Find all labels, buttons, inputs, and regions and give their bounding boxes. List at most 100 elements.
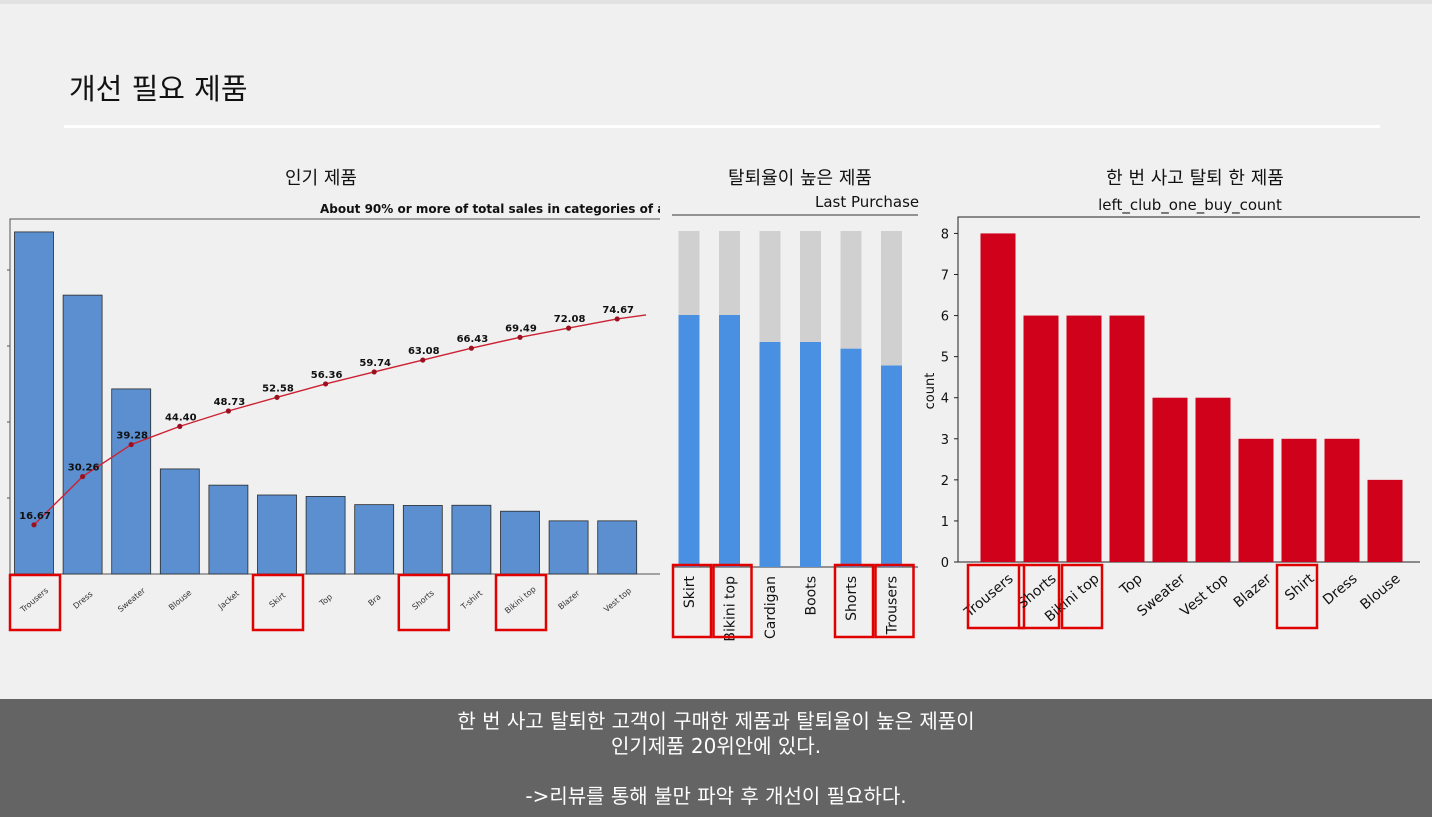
- highlight-box-shirt: [1275, 563, 1319, 630]
- x-tick-label-blouse: Blouse: [1357, 571, 1403, 613]
- cumulative-point-vest-top: [614, 316, 620, 322]
- bar-vest-top: [1195, 397, 1231, 562]
- x-tick-label-bikini-top: Bikini top: [723, 576, 739, 642]
- stacked-bar-chart: Last Purchase Skirt Bikini top Cardigan Boot…: [671, 193, 919, 642]
- highlight-box-bikini-top: [494, 573, 548, 632]
- x-tick-label-jacket: Jacket: [216, 589, 241, 612]
- x-tick-label-sweater: Sweater: [116, 586, 147, 614]
- slide-title: 개선 필요 제품: [69, 72, 248, 106]
- cumulative-point-t-shirt: [468, 345, 474, 351]
- cumulative-point-dress: [80, 473, 86, 480]
- cumulative-point-sweater: [128, 441, 134, 448]
- x-tick-label-top: Top: [1116, 571, 1145, 599]
- footer-spacer: [0, 759, 1432, 784]
- bar-upper-bikini-top: [719, 231, 740, 315]
- y-axis-label: count: [923, 373, 938, 410]
- chart1-panel-title: 인기 제품: [285, 168, 357, 189]
- x-tick-label-skirt: Skirt: [682, 576, 698, 609]
- cumulative-point-jacket: [225, 408, 231, 414]
- data-label-bra: 59.74: [359, 358, 391, 369]
- bar-t-shirt: [451, 504, 492, 575]
- bar-dress: [62, 294, 103, 575]
- y-tick-label: 1: [941, 515, 949, 530]
- y-tick-label: 0: [941, 556, 949, 571]
- y-tick-label: 6: [941, 310, 949, 325]
- cumulative-point-top: [323, 381, 329, 387]
- cumulative-point-bikini-top: [517, 334, 523, 340]
- cumulative-point-skirt: [274, 394, 280, 400]
- bar-lower-cardigan: [759, 341, 781, 567]
- bar-sweater: [1152, 397, 1188, 562]
- footer-line-1: 한 번 사고 탈퇴한 고객이 구매한 제품과 탈퇴율이 높은 제품이: [457, 709, 975, 733]
- data-label-blouse: 44.40: [165, 412, 197, 423]
- bar-dress: [1324, 438, 1360, 562]
- x-tick-label-vest-top: Vest top: [1177, 571, 1231, 620]
- chart-title: About 90% or more of total sales in cate…: [320, 202, 660, 216]
- x-tick-label-shorts: Shorts: [844, 576, 860, 621]
- footer-line-2: 인기제품 20위안에 있다.: [610, 734, 822, 758]
- x-tick-label-shirt: Shirt: [1282, 570, 1318, 604]
- bar-shorts: [402, 505, 443, 575]
- x-tick-label-blazer: Blazer: [1231, 571, 1275, 612]
- bar-trousers: [980, 233, 1016, 562]
- bar-blouse: [1367, 479, 1403, 562]
- summary-footer: 한 번 사고 탈퇴한 고객이 구매한 제품과 탈퇴율이 높은 제품이 인기제품 …: [0, 699, 1432, 817]
- x-tick-label-blazer: Blazer: [557, 588, 582, 611]
- y-tick-label: 4: [941, 392, 949, 407]
- data-label-shorts: 63.08: [408, 346, 440, 357]
- y-tick-label: 5: [941, 351, 949, 366]
- bar-skirt: [257, 494, 297, 575]
- bar-jacket: [208, 484, 249, 575]
- bar-bra: [354, 504, 395, 575]
- y-tick-label: 3: [941, 433, 949, 448]
- y-tick-label: 7: [941, 269, 949, 284]
- title-divider: [64, 125, 1380, 128]
- data-label-trousers: 16.67: [19, 511, 51, 522]
- data-label-skirt: 52.58: [262, 383, 294, 394]
- x-tick-label-top: Top: [317, 592, 334, 608]
- bar-lower-boots: [800, 341, 821, 567]
- cumulative-point-shorts: [420, 357, 426, 363]
- bar-upper-skirt: [678, 231, 700, 315]
- data-label-dress: 30.26: [68, 463, 100, 474]
- highlight-box-shorts: [833, 563, 875, 639]
- footer-line-3: ->리뷰를 통해 불만 파악 후 개선이 필요하다.: [525, 784, 907, 808]
- x-tick-label-blouse: Blouse: [167, 588, 193, 612]
- bar-lower-skirt: [678, 315, 700, 567]
- x-tick-label-skirt: Skirt: [267, 591, 287, 610]
- x-tick-label-bra: Bra: [366, 592, 382, 608]
- bar-blouse: [159, 468, 200, 575]
- bar-bikini-top: [500, 510, 540, 575]
- x-tick-label-cardigan: Cardigan: [763, 576, 779, 639]
- plot-frame: [957, 216, 1420, 563]
- bar-top: [1109, 315, 1145, 562]
- bar-upper-boots: [800, 231, 821, 342]
- chart-title: left_club_one_buy_count: [1098, 196, 1282, 215]
- x-tick-label-trousers: Trousers: [885, 576, 901, 635]
- x-tick-label-t-shirt: T-shirt: [459, 589, 485, 613]
- bar-vest-top: [597, 520, 638, 575]
- bar-blazer: [1238, 438, 1274, 562]
- highlight-box-skirt: [671, 563, 713, 639]
- pareto-chart: About 90% or more of total sales in cate…: [7, 202, 660, 632]
- x-tick-label-dress: Dress: [71, 589, 94, 610]
- bar-upper-trousers: [881, 231, 902, 366]
- y-tick-label: 8: [941, 227, 949, 242]
- chart3-panel-title: 한 번 사고 탈퇴 한 제품: [1106, 168, 1284, 189]
- x-tick-label-boots: Boots: [804, 576, 820, 616]
- count-bar-chart: left_club_one_buy_countcount012345678Tro…: [923, 196, 1420, 630]
- data-label-jacket: 48.73: [214, 397, 246, 408]
- bar-lower-bikini-top: [719, 315, 740, 567]
- y-tick-label: 2: [941, 474, 949, 489]
- highlight-box-shorts: [1017, 563, 1061, 630]
- cumulative-line: [33, 314, 647, 526]
- cumulative-point-blazer: [566, 325, 572, 331]
- bar-blazer: [548, 520, 589, 575]
- bar-trousers: [14, 231, 54, 575]
- x-tick-label-dress: Dress: [1320, 571, 1360, 609]
- chart-title: Last Purchase: [815, 193, 919, 211]
- bar-shorts: [1023, 315, 1059, 562]
- cumulative-point-blouse: [177, 423, 183, 429]
- chart2-panel-title: 탈퇴율이 높은 제품: [728, 168, 872, 189]
